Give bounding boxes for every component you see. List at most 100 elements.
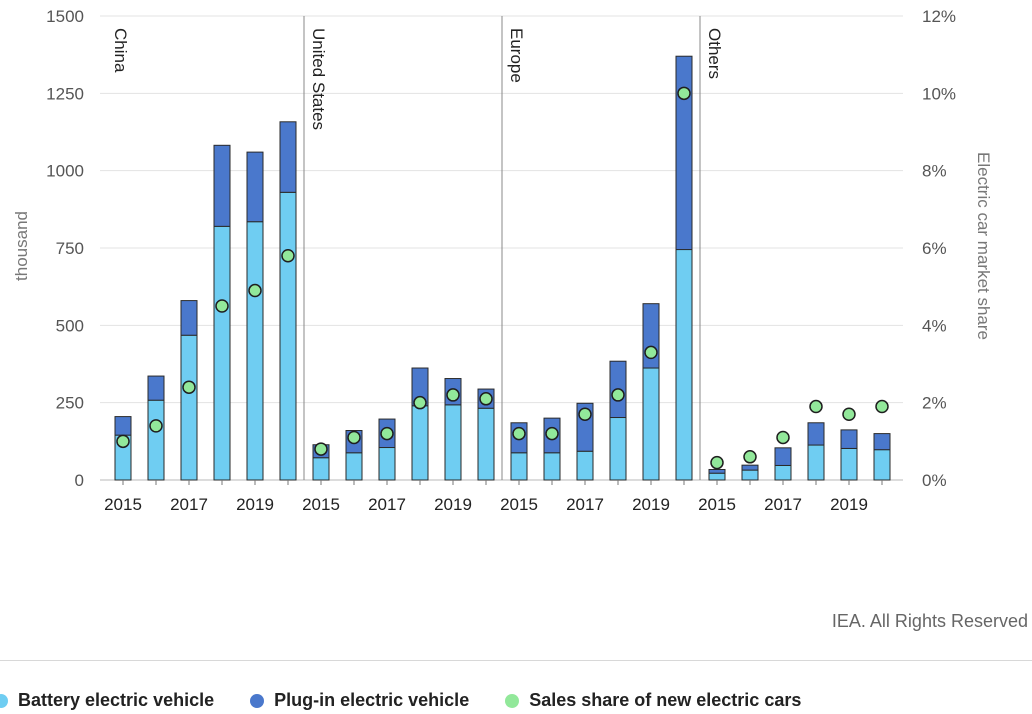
bar-bev [444,404,462,481]
bar-bev [807,444,825,481]
y-axis-right: 0% 2% 4% 6% 8% 10% 12% [922,7,956,490]
legend-item-share[interactable]: Sales share of new electric cars [505,690,801,711]
bar-bev [543,452,561,481]
y2-tick-label: 4% [922,316,947,335]
bar-phev [180,300,198,336]
share-point [215,299,229,313]
share-points [116,86,889,470]
legend-item-bev[interactable]: Battery electric vehicle [0,690,214,711]
y-tick-label: 0 [75,471,84,490]
region-label: China [111,28,130,73]
share-point [413,395,427,410]
bar-phev [675,55,693,251]
bar-bev [840,447,858,481]
x-tick-label: 2017 [566,495,604,514]
y-axis-title-right: Electric car market share [974,152,993,340]
bar-bev [213,225,231,481]
x-tick-label: 2017 [368,495,406,514]
bar-phev [246,151,264,223]
bar-bev [609,417,627,481]
share-point [842,407,856,422]
share-point [182,380,196,394]
y-tick-label: 500 [56,316,84,335]
share-point [314,442,328,456]
y-tick-label: 250 [56,394,84,413]
y2-tick-label: 12% [922,7,956,26]
y2-tick-label: 6% [922,239,947,258]
x-axis: 2015 2017 2019 2015 2017 2019 2015 2017 2019 2015… [104,480,883,514]
x-tick-label: 2019 [632,495,670,514]
legend-divider [0,660,1032,661]
bar-phev [708,468,726,474]
bar-bev [675,249,693,481]
share-point [479,392,493,406]
bar-bev [312,457,330,481]
x-tick-label: 2019 [830,495,868,514]
share-point [875,399,889,414]
bar-phev [807,422,825,446]
bar-bev [147,399,165,481]
bar-bev [411,405,429,481]
share-point [347,430,361,445]
share-point [116,434,130,449]
region-label: United States [309,28,328,130]
share-point [545,426,559,441]
share-point [248,283,262,298]
y2-tick-label: 0% [922,471,947,490]
bar-bev [279,191,297,481]
share-point [281,248,295,263]
region-labels: China United States Europe Others [111,28,724,130]
share-point [710,455,724,470]
bar-bev [378,447,396,481]
legend-label-share: Sales share of new electric cars [529,690,802,710]
bar-bev [774,464,792,481]
bar-bev [345,452,363,481]
share-point [776,430,790,445]
share-point [446,388,460,402]
bar-phev [279,121,297,193]
bar-bev [246,221,264,481]
region-dividers [303,16,701,480]
share-point [644,345,658,360]
share-point [677,86,691,101]
legend-swatch-phev [250,693,265,708]
y-tick-label: 750 [56,239,84,258]
x-tick-label: 2015 [500,495,538,514]
y2-tick-label: 2% [922,394,947,413]
y-axis-left: 0 250 500 750 1000 1250 1500 [46,7,84,490]
x-tick-label: 2019 [236,495,274,514]
bar-phev [873,433,891,451]
bars [114,55,891,481]
bar-phev [741,464,759,471]
bar-bev [576,450,594,481]
x-tick-label: 2019 [434,495,472,514]
legend-label-phev: Plug-in electric vehicle [274,690,470,710]
share-point [809,399,823,414]
y2-tick-label: 8% [922,162,947,181]
x-tick-label: 2017 [170,495,208,514]
legend-swatch-bev [0,693,8,708]
region-label: Europe [507,28,526,83]
x-tick-label: 2015 [698,495,736,514]
share-point [512,426,526,441]
x-tick-label: 2015 [302,495,340,514]
legend: Battery electric vehicle Plug-in electri… [0,690,837,711]
bar-bev [873,449,891,481]
y-tick-label: 1500 [46,7,84,26]
credit-text: IEA. All Rights Reserved [831,611,1028,631]
legend-item-phev[interactable]: Plug-in electric vehicle [250,690,469,711]
bar-phev [840,429,858,449]
y2-tick-label: 10% [922,84,956,103]
bar-bev [180,334,198,481]
bar-bev [477,407,495,481]
bar-phev [774,447,792,466]
share-point [149,419,163,433]
y-tick-label: 1000 [46,162,84,181]
share-point [578,407,592,422]
legend-label-bev: Battery electric vehicle [18,690,215,710]
x-tick-label: 2015 [104,495,142,514]
bar-bev [708,472,726,481]
bar-bev [642,367,660,481]
share-point [743,450,757,464]
